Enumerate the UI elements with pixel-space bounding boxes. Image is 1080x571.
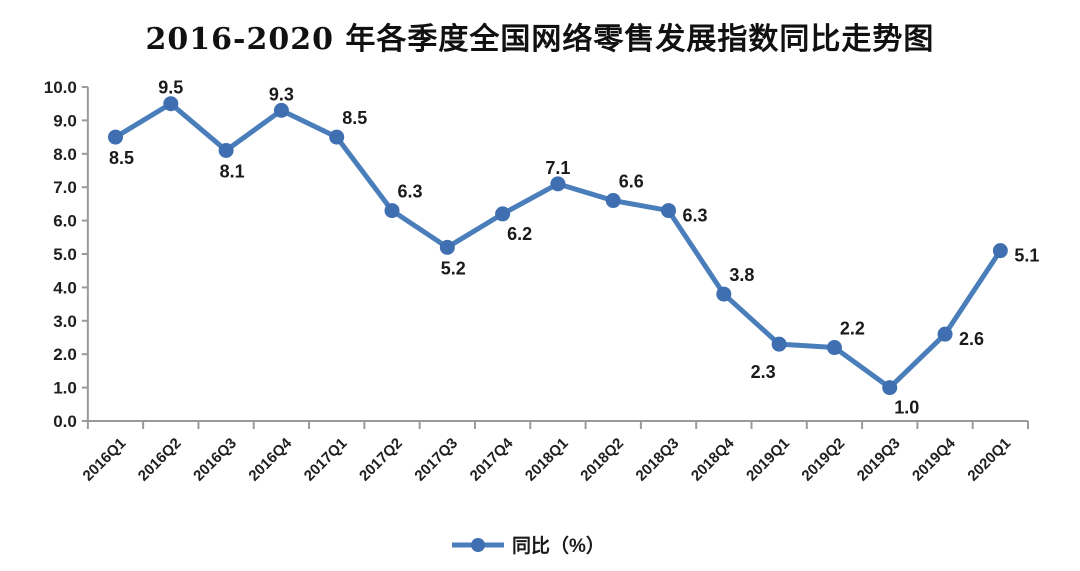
legend: 同比（%） (452, 534, 605, 557)
data-point-label: 1.0 (894, 398, 919, 418)
y-tick-label: 9.0 (53, 111, 77, 130)
data-point (771, 336, 787, 352)
y-tick-label: 5.0 (53, 245, 77, 264)
data-point-label: 8.5 (342, 108, 367, 128)
legend-label: 同比（%） (512, 534, 605, 557)
chart-title: 2016-2020 年各季度全国网络零售发展指数同比走势图 (145, 22, 935, 57)
data-point-label: 6.3 (398, 182, 423, 202)
data-point-label: 8.5 (109, 148, 134, 168)
data-point (605, 193, 621, 209)
data-point (826, 340, 842, 356)
x-tick-label: 2019Q2 (798, 435, 848, 485)
data-point-label: 2.3 (751, 362, 776, 382)
y-tick-label: 10.0 (44, 78, 77, 97)
y-tick-label: 4.0 (53, 278, 77, 297)
data-point (273, 102, 289, 118)
x-tick-label: 2018Q1 (522, 435, 572, 485)
x-tick-label: 2018Q4 (688, 434, 738, 484)
data-point-label: 2.6 (959, 329, 984, 349)
data-point-label: 6.6 (619, 172, 644, 192)
legend-marker-icon (471, 538, 485, 552)
data-point (550, 176, 566, 192)
data-point (384, 203, 400, 219)
x-tick-label: 2018Q3 (633, 435, 683, 485)
series-line (113, 101, 1003, 391)
data-point (992, 243, 1008, 259)
data-point-label: 9.3 (269, 84, 294, 104)
y-tick-label: 2.0 (53, 345, 77, 364)
y-tick-label: 0.0 (53, 412, 77, 431)
x-tick-label: 2019Q3 (854, 435, 904, 485)
data-point (439, 239, 455, 255)
x-tick-label: 2017Q3 (411, 435, 461, 485)
data-point (163, 96, 179, 112)
data-point-label: 8.1 (220, 161, 245, 181)
x-tick-label: 2016Q3 (190, 435, 240, 485)
data-point (937, 326, 953, 342)
y-tick-label: 6.0 (53, 212, 77, 231)
data-point (716, 286, 732, 302)
data-point (329, 129, 345, 145)
data-point-label: 3.8 (729, 265, 754, 285)
data-point (661, 203, 677, 219)
data-point (218, 142, 234, 158)
data-point-label: 2.2 (840, 319, 865, 339)
data-point-label: 9.5 (158, 78, 183, 98)
y-tick-label: 8.0 (53, 145, 77, 164)
data-point-label: 6.3 (683, 206, 708, 226)
x-tick-label: 2017Q2 (356, 435, 406, 485)
data-point-label: 5.1 (1014, 246, 1039, 266)
x-tick-label: 2016Q1 (80, 435, 130, 485)
x-tick-label: 2017Q4 (467, 434, 517, 484)
data-point (882, 380, 898, 396)
x-tick-label: 2018Q2 (577, 435, 627, 485)
data-point (495, 206, 511, 222)
x-tick-label: 2016Q4 (245, 434, 295, 484)
x-tick-label: 2017Q1 (301, 435, 351, 485)
data-point-label: 5.2 (441, 258, 466, 278)
x-tick-label: 2020Q1 (964, 435, 1014, 485)
data-point-label: 6.2 (507, 224, 532, 244)
x-tick-label: 2019Q1 (743, 435, 793, 485)
data-point (108, 129, 124, 145)
x-tick-label: 2016Q2 (135, 435, 185, 485)
data-point-label: 7.1 (545, 158, 570, 178)
y-tick-label: 7.0 (53, 178, 77, 197)
y-tick-label: 3.0 (53, 312, 77, 331)
y-tick-label: 1.0 (53, 379, 77, 398)
x-tick-label: 2019Q4 (909, 434, 959, 484)
